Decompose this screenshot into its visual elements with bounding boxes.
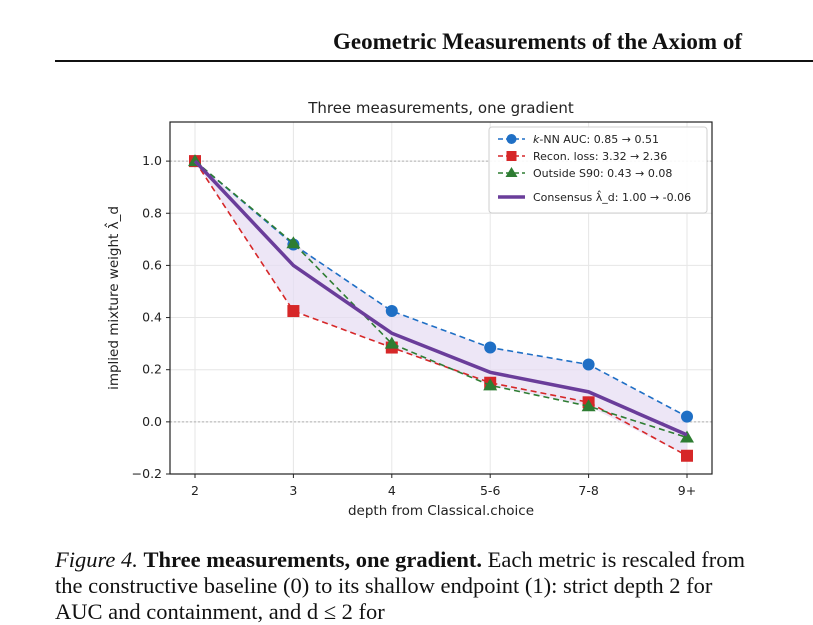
- header-rule: [55, 60, 813, 62]
- series-1-point-5: [681, 449, 693, 462]
- legend-label-2: Outside S90: 0.43 → 0.08: [533, 167, 672, 180]
- legend-label-1: Recon. loss: 3.32 → 2.36: [533, 150, 667, 163]
- series-2-point-5: [680, 430, 694, 443]
- series-0-point-5: [681, 410, 693, 423]
- series-line-0: [194, 160, 688, 418]
- y-tick-label-1: 0.0: [142, 414, 162, 429]
- legend-marker-0: [506, 134, 517, 144]
- metric-range-band: [195, 161, 687, 456]
- caption-title: Three measurements, one gradient.: [143, 547, 483, 572]
- series-2-point-4: [581, 399, 596, 412]
- plot-frame: [169, 121, 713, 475]
- series-line-3: [193, 159, 688, 437]
- figure-caption: Figure 4. Three measurements, one gradie…: [55, 547, 760, 625]
- y-tick-label-3: 0.4: [142, 310, 162, 325]
- y-tick-label-5: 0.8: [142, 205, 162, 220]
- x-axis-label: depth from Classical.choice: [348, 503, 534, 519]
- caption-label: Figure 4.: [55, 547, 138, 572]
- series-0-point-2: [385, 305, 398, 318]
- y-tick-label-2: 0.2: [142, 362, 162, 377]
- series-0-point-4: [582, 358, 595, 371]
- series-1-point-1: [287, 305, 300, 318]
- legend-label-3: Consensus λ̂_d: 1.00 → -0.06: [533, 190, 691, 204]
- series-2-point-2: [384, 336, 399, 349]
- legend-marker-1: [506, 151, 517, 161]
- legend-box: [488, 126, 708, 214]
- x-tick-label-4: 7-8: [578, 483, 598, 498]
- y-tick-label-0: −0.2: [132, 466, 162, 481]
- y-tick-label-4: 0.6: [142, 257, 162, 272]
- series-line-2: [194, 160, 688, 439]
- y-axis-label: implied mixture weight λ̂_d: [104, 206, 122, 390]
- legend-marker-2: [505, 167, 518, 177]
- x-tick-label-5: 9+: [678, 483, 696, 498]
- series-2-point-1: [286, 236, 301, 249]
- x-tick-label-2: 4: [388, 483, 396, 498]
- x-tick-label-3: 5-6: [480, 483, 500, 498]
- legend-label-0: k-NN AUC: 0.85 → 0.51: [533, 133, 659, 146]
- series-0-point-3: [484, 341, 497, 354]
- y-tick-label-6: 1.0: [142, 153, 162, 168]
- chart-title: Three measurements, one gradient: [307, 99, 574, 117]
- x-tick-label-0: 2: [191, 483, 199, 498]
- series-2-point-3: [483, 378, 498, 391]
- x-tick-label-1: 3: [289, 483, 297, 498]
- running-head: Geometric Measurements of the Axiom of: [333, 29, 742, 54]
